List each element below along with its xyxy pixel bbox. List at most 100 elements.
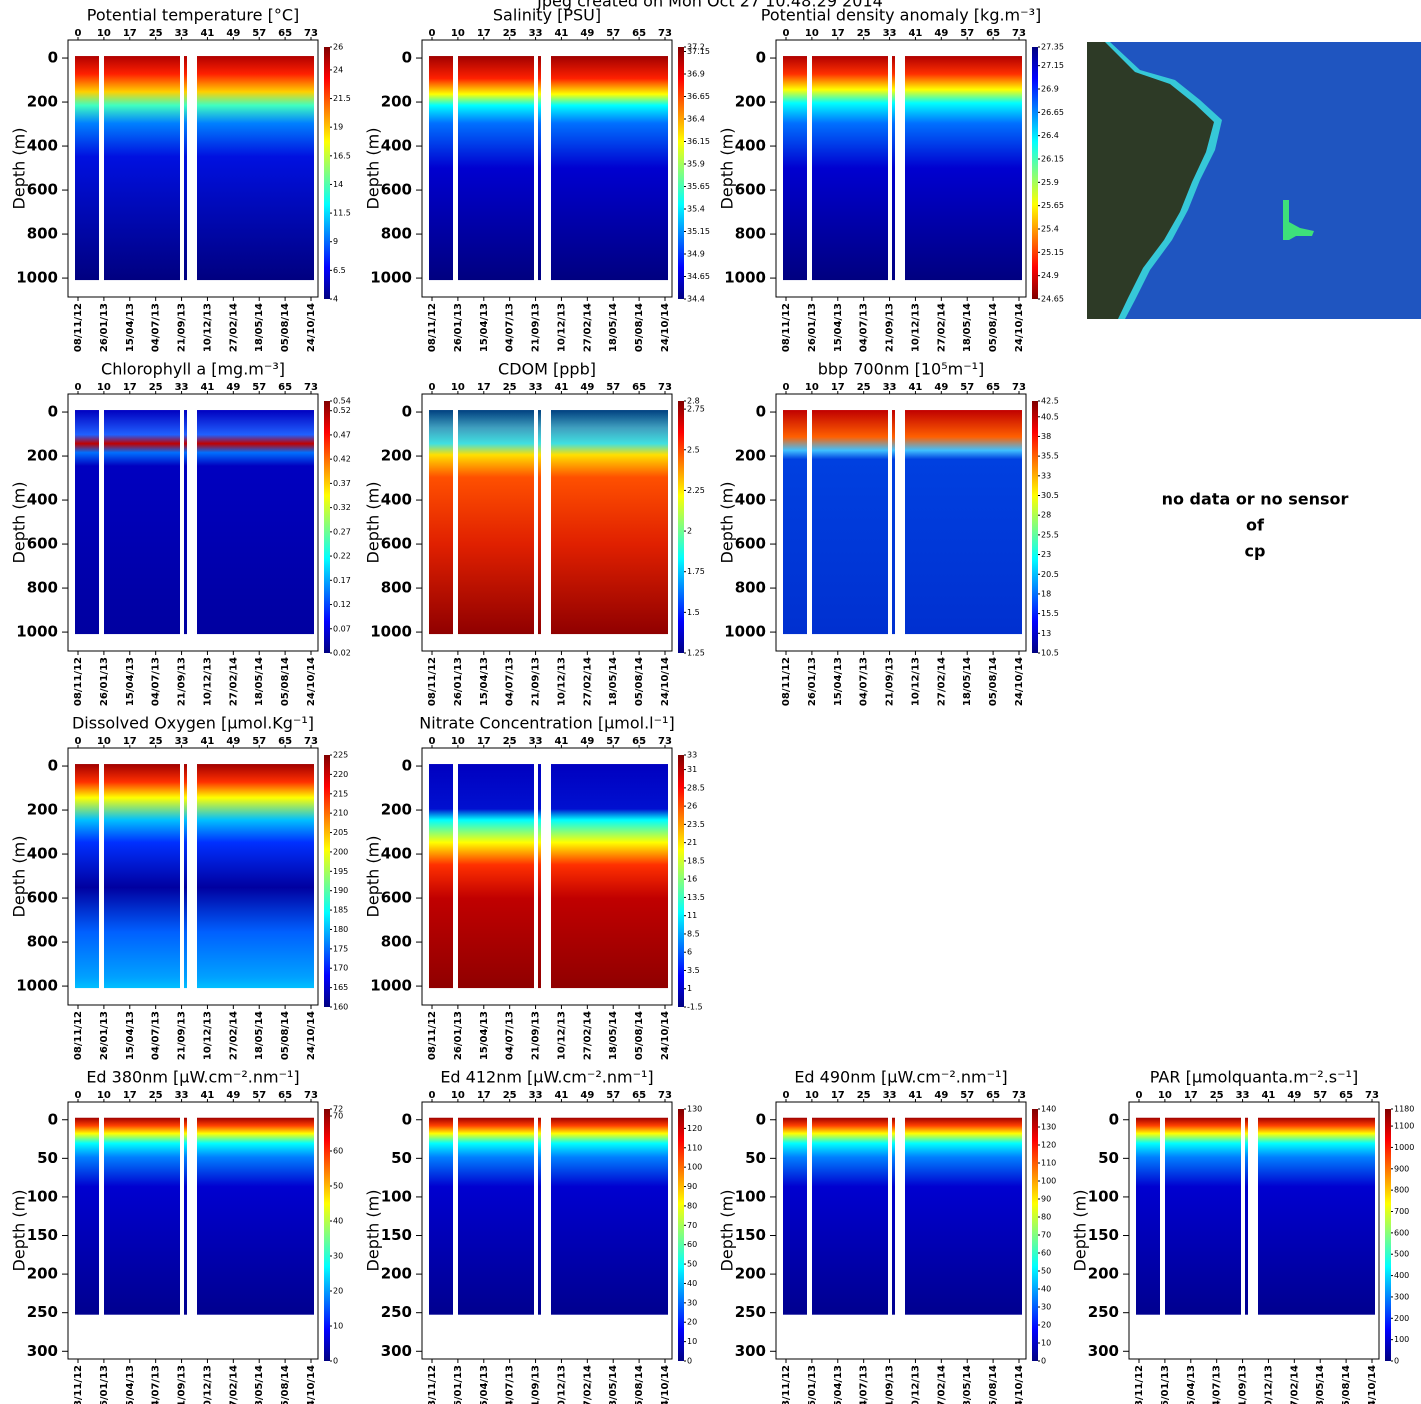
colorbar-tick-label: 1000 <box>1394 1143 1414 1152</box>
data-gap <box>180 1116 184 1316</box>
plot-frame <box>421 39 673 298</box>
profile-tick-label: 33 <box>529 1090 543 1101</box>
colorbar-tick-label: 24.9 <box>1041 271 1059 280</box>
plot-frame <box>775 39 1027 298</box>
date-tick-label: 21/09/13 <box>1238 1365 1249 1404</box>
plot-frame <box>421 393 673 652</box>
colorbar-tick-label: 2.75 <box>687 405 705 414</box>
profile-tick-label: 57 <box>252 382 266 393</box>
y-tick-label: 0 <box>756 49 766 67</box>
panel-title: Potential density anomaly [kg.m⁻³] <box>761 6 1042 25</box>
colorbar-tick-label: 10 <box>687 1337 697 1346</box>
y-tick-label: 600 <box>27 181 58 199</box>
profile-tick-label: 49 <box>580 736 594 747</box>
colorbar-tick-label: 40 <box>687 1279 697 1288</box>
profile-tick-label: 33 <box>883 1090 897 1101</box>
colorbar-tick-label: 900 <box>1394 1164 1409 1173</box>
y-tick-label: 300 <box>381 1342 412 1360</box>
colorbar-tick-label: 26.4 <box>1041 131 1059 140</box>
colorbar-tick-label: 18 <box>1041 589 1051 598</box>
profile-tick-label: 73 <box>1012 1090 1026 1101</box>
y-tick-label: 250 <box>1088 1303 1119 1321</box>
date-tick-label: 10/12/13 <box>202 303 213 352</box>
no-data-text: of <box>1246 516 1265 535</box>
colorbar <box>324 755 330 1007</box>
profile-tick-label: 73 <box>1012 382 1026 393</box>
date-tick-label: 05/08/14 <box>634 1365 645 1404</box>
profile-tick-label: 33 <box>175 1090 189 1101</box>
y-tick-label: 0 <box>756 1110 766 1128</box>
colorbar-tick-label: 180 <box>333 925 348 934</box>
y-tick-label: 0 <box>402 757 412 775</box>
profile-tick-label: 33 <box>175 736 189 747</box>
colorbar-tick-label: 8.5 <box>687 929 700 938</box>
data-gap <box>807 409 812 636</box>
plot-frame <box>775 393 1027 652</box>
colorbar-tick-label: 0.47 <box>333 430 351 439</box>
date-tick-label: 18/05/14 <box>608 1365 619 1404</box>
date-tick-label: 27/02/14 <box>582 303 593 352</box>
colorbar-tick-label: 10 <box>1041 1339 1051 1348</box>
date-tick-label: 24/10/14 <box>1014 1365 1025 1404</box>
date-tick-label: 04/07/13 <box>505 657 516 706</box>
colorbar-tick-label: 800 <box>1394 1186 1409 1195</box>
y-tick-label: 1000 <box>16 269 58 287</box>
colorbar <box>678 401 684 653</box>
colorbar-tick-label: 11.5 <box>333 209 351 218</box>
panel: Potential temperature [°C]0 10 17 25 33 41 49 5… <box>10 6 351 353</box>
colorbar-tick-label: 110 <box>687 1143 702 1152</box>
panel: Dissolved Oxygen [µmol.Kg⁻¹] 0 10 17 25 33 41 4… <box>10 714 349 1061</box>
y-tick-label: 0 <box>48 757 58 775</box>
colorbar-tick-label: 18.5 <box>687 856 705 865</box>
y-tick-label: 200 <box>27 93 58 111</box>
profile-tick-label: 0 <box>1136 1090 1143 1101</box>
y-tick-label: 50 <box>1098 1149 1119 1167</box>
y-tick-label: 200 <box>381 447 412 465</box>
colorbar-tick-label: 0 <box>1041 1357 1046 1366</box>
date-tick-label: 27/02/14 <box>228 1011 239 1060</box>
data-gap <box>180 763 184 990</box>
date-tick-label: 05/08/14 <box>1341 1365 1352 1404</box>
profile-tick-label: 65 <box>1339 1090 1353 1101</box>
colorbar-tick-label: 140 <box>1041 1105 1056 1114</box>
profile-tick-label: 65 <box>278 382 292 393</box>
date-tick-label: 18/05/14 <box>254 657 265 706</box>
date-tick-label: 15/04/13 <box>125 1011 136 1060</box>
data-gap <box>1160 1116 1165 1316</box>
profile-tick-label: 10 <box>97 1090 111 1101</box>
colorbar-tick-label: 130 <box>687 1105 702 1114</box>
date-tick-label: 26/01/13 <box>453 1365 464 1404</box>
y-tick-label: 800 <box>27 933 58 951</box>
date-tick-label: 10/12/13 <box>202 1365 213 1404</box>
colorbar-tick-label: 0.27 <box>333 527 351 536</box>
colorbar <box>1385 1109 1391 1361</box>
data-gap <box>453 55 458 282</box>
date-tick-label: 21/09/13 <box>177 657 188 706</box>
date-tick-label: 21/09/13 <box>885 657 896 706</box>
colorbar-tick-label: 2 <box>687 527 692 536</box>
profile-tick-label: 73 <box>1365 1090 1379 1101</box>
date-tick-label: 15/04/13 <box>125 657 136 706</box>
colorbar-tick-label: 0.07 <box>333 624 351 633</box>
colorbar-tick-label: 20 <box>1041 1321 1051 1330</box>
date-tick-label: 15/04/13 <box>1186 1365 1197 1404</box>
y-tick-label: 400 <box>27 137 58 155</box>
y-tick-label: 1000 <box>16 623 58 641</box>
y-tick-label: 200 <box>27 801 58 819</box>
colorbar <box>678 1109 684 1361</box>
y-tick-label: 1000 <box>724 269 766 287</box>
panel: Ed 490nm [µW.cm⁻².nm⁻¹] 0 10 17 25 33 41 49 57 65… <box>718 1068 1057 1404</box>
date-tick-label: 05/08/14 <box>634 303 645 352</box>
y-tick-label: 400 <box>381 491 412 509</box>
date-tick-label: 24/10/14 <box>1367 1365 1378 1404</box>
profile-tick-label: 33 <box>175 382 189 393</box>
colorbar-tick-label: 34.65 <box>687 272 710 281</box>
profile-tick-label: 65 <box>278 28 292 39</box>
panel: Chlorophyll a [mg.m⁻³] 0 10 17 25 33 41 49 57 65 7… <box>10 360 351 707</box>
y-tick-label: 600 <box>735 181 766 199</box>
colorbar-tick-label: 195 <box>333 867 348 876</box>
date-tick-label: 08/11/12 <box>781 303 792 352</box>
date-tick-label: 18/05/14 <box>254 1365 265 1404</box>
data-gap <box>895 409 905 636</box>
profile-tick-label: 41 <box>554 382 568 393</box>
